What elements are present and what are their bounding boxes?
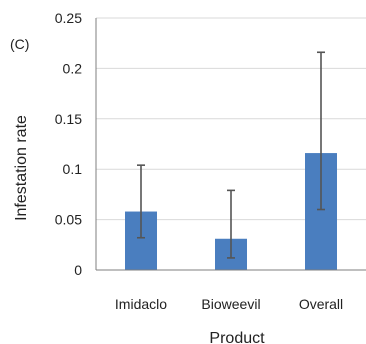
- x-axis-title: Product: [209, 330, 265, 344]
- error-bar-imidaclo: [137, 164, 145, 239]
- y-tick-label: 0: [74, 262, 82, 278]
- y-axis-title: Infestation rate: [13, 115, 30, 221]
- x-tick-label: Imidaclo: [115, 296, 167, 312]
- axes: [95, 18, 366, 271]
- error-bar-bioweevil: [227, 189, 235, 259]
- y-tick-labels: 0 0.05 0.1 0.15 0.2 0.25: [55, 10, 82, 278]
- error-bar-overall: [317, 51, 325, 211]
- error-bars: [137, 51, 325, 259]
- y-tick-label: 0.2: [63, 60, 83, 76]
- y-tick-label: 0.25: [55, 10, 82, 26]
- x-tick-labels: Imidaclo Bioweevil Overall: [115, 296, 343, 312]
- y-tick-label: 0.05: [55, 212, 82, 228]
- y-tick-label: 0.15: [55, 111, 82, 127]
- y-tick-label: 0.1: [63, 161, 83, 177]
- x-tick-label: Bioweevil: [201, 296, 260, 312]
- x-tick-label: Overall: [299, 296, 343, 312]
- panel-label: (C): [10, 36, 29, 52]
- bars: [125, 153, 337, 270]
